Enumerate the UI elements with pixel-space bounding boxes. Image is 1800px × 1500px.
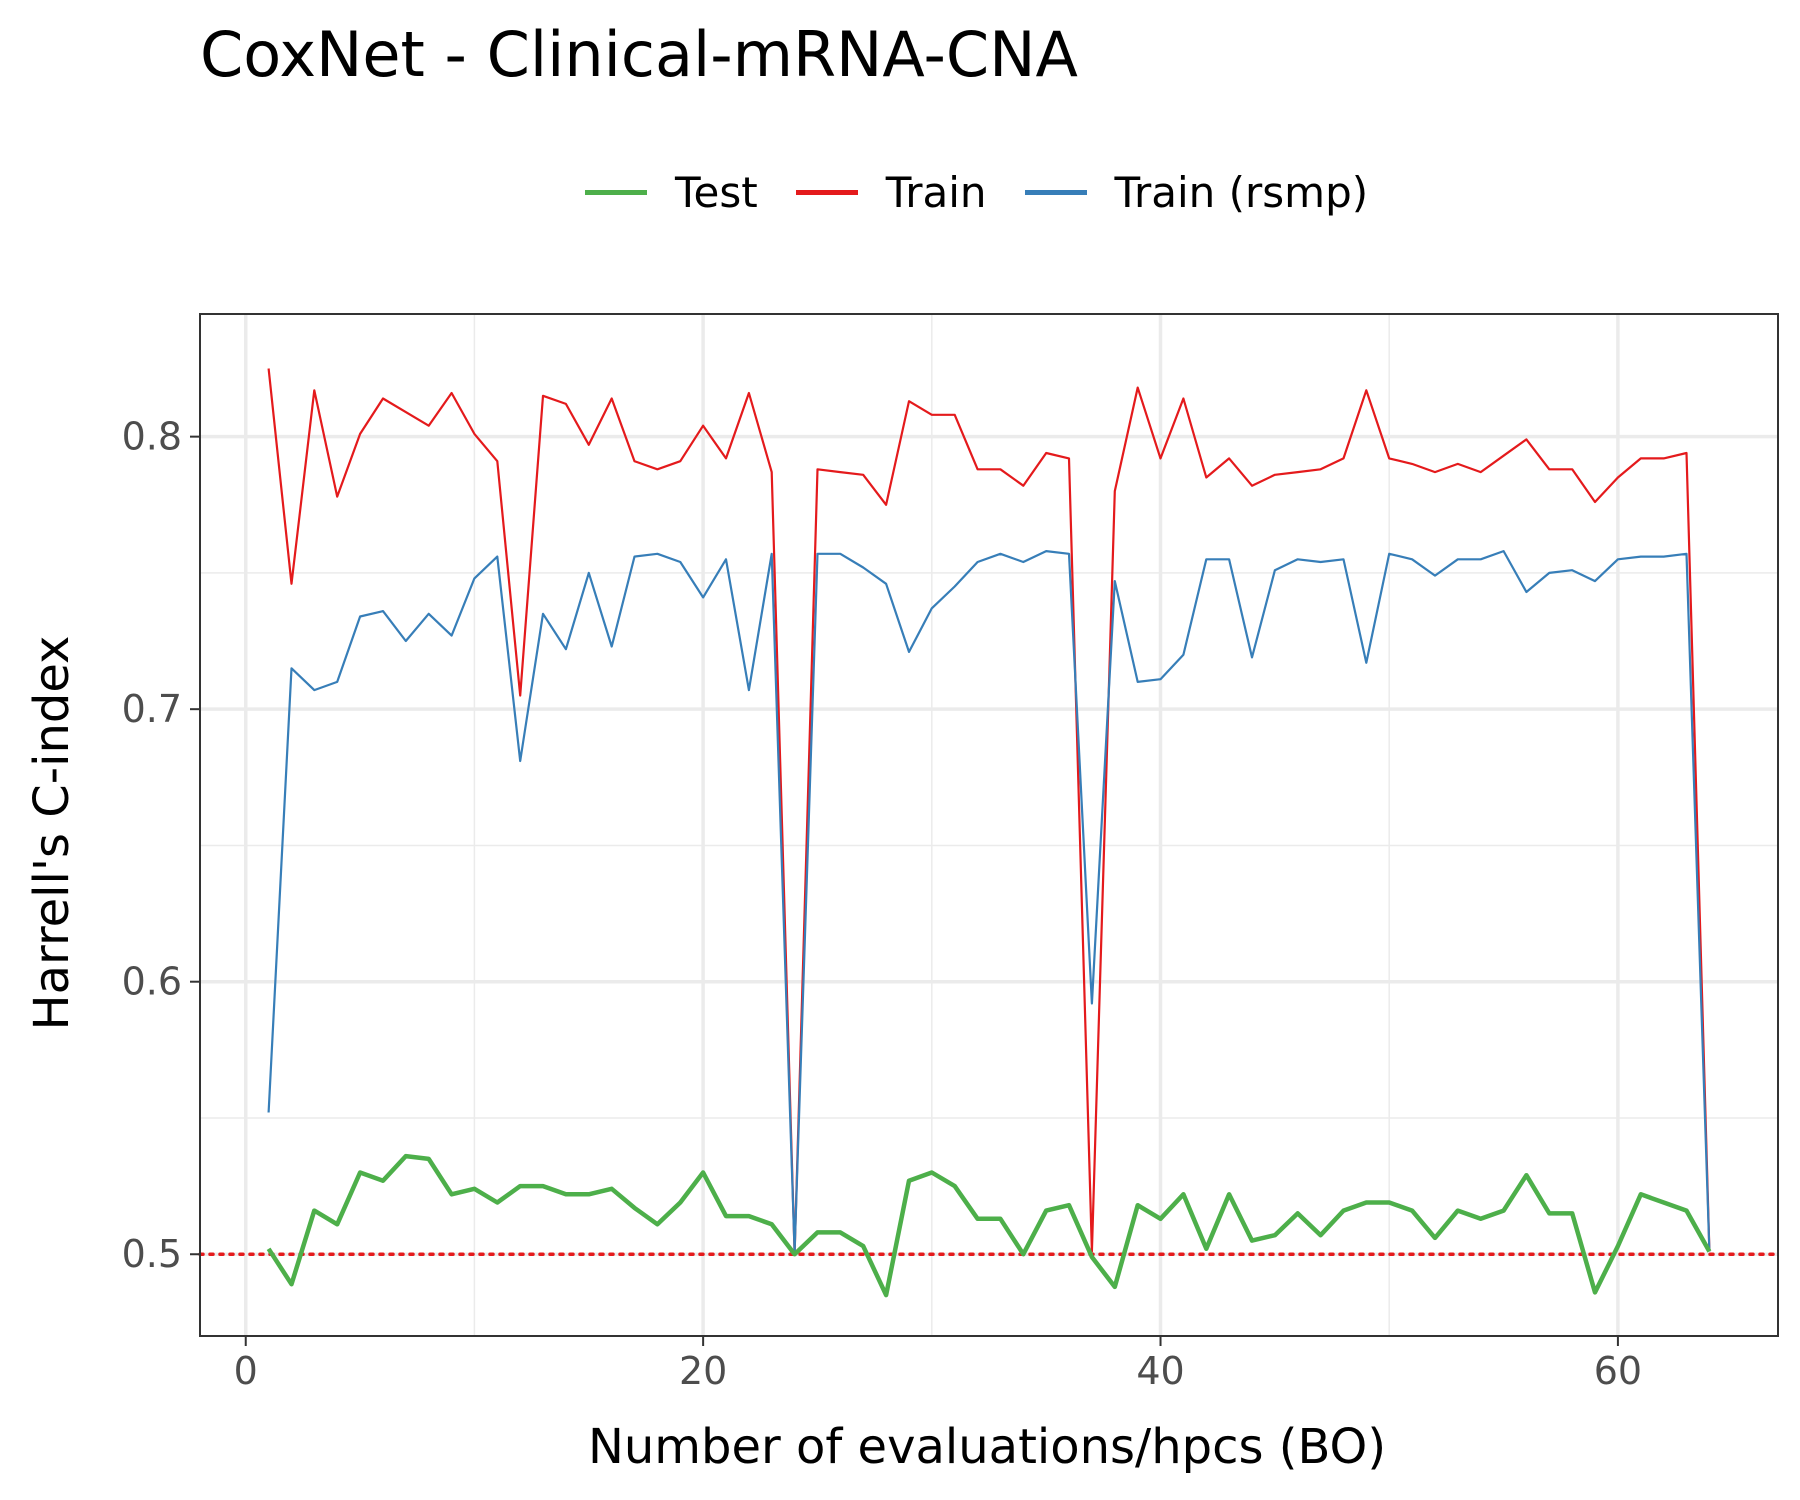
series-line-test [266,1153,1712,1298]
y-tick-label: 0.5 [122,1232,182,1276]
series-line-train [267,368,1711,1256]
legend-item-test: Test [585,168,758,217]
legend-item-train-rsmp: Train (rsmp) [1024,167,1369,217]
y-tick-label: 0.7 [122,687,182,731]
y-axis-title: Harrell's C-index [24,636,80,1031]
plot-border [199,313,1779,1337]
x-tick-label: 20 [679,1349,727,1393]
x-axis-title: Number of evaluations/hpcs (BO) [588,1419,1386,1475]
legend: Test Train Train (rsmp) [585,162,1406,222]
series-line-train-rsmp [267,549,1711,1253]
y-tick-label: 0.8 [122,415,182,459]
legend-key-test [585,189,647,195]
x-tick-label: 60 [1594,1349,1642,1393]
legend-key-train-rsmp [1024,189,1087,195]
legend-label-train-rsmp: Train (rsmp) [1114,167,1369,217]
legend-key-train [795,189,858,195]
x-tick-label: 40 [1136,1349,1184,1393]
x-tick-label: 0 [234,1349,258,1393]
chart-title: CoxNet - Clinical-mRNA-CNA [200,18,1078,91]
plot-panel [200,314,1778,1336]
y-tick-label: 0.6 [122,960,182,1004]
legend-label-test: Test [675,167,758,217]
legend-label-train: Train [885,167,987,217]
legend-item-train: Train [795,167,987,217]
